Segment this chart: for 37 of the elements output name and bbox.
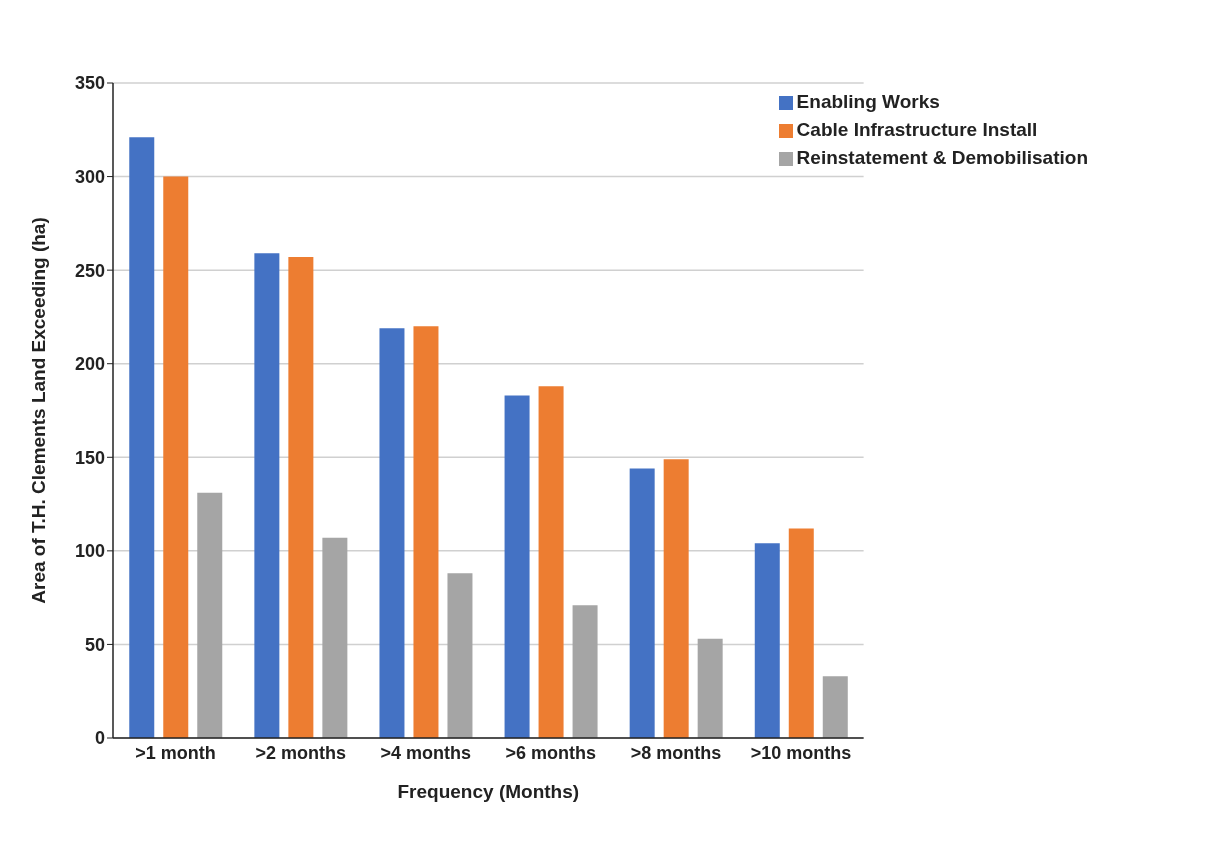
y-tick-label: 0 [94, 728, 105, 749]
x-tick-label: >1 month [135, 742, 216, 763]
bar [447, 573, 473, 738]
y-tick-label: 50 [84, 634, 105, 655]
legend-label: Cable Infrastructure Install [796, 119, 1038, 140]
bar [288, 257, 314, 738]
bar [697, 638, 723, 738]
x-tick-label: >2 months [255, 742, 346, 763]
bar [163, 176, 189, 738]
x-tick-label: >4 months [380, 742, 472, 763]
bar [254, 253, 280, 738]
x-tick-label: >8 months [630, 742, 722, 763]
bar [322, 537, 348, 738]
bar [629, 468, 655, 738]
y-tick-label: 250 [74, 260, 105, 281]
x-axis-title: Frequency (Months) [397, 781, 580, 802]
y-tick-label: 300 [74, 166, 105, 187]
bar [822, 676, 848, 738]
bar [197, 492, 223, 738]
bar [538, 386, 564, 738]
bar [379, 328, 405, 738]
y-tick-label: 100 [74, 541, 105, 562]
x-tick-label: >6 months [505, 742, 597, 763]
y-tick-label: 200 [74, 354, 105, 375]
y-tick-label: 150 [74, 447, 105, 468]
bar [129, 137, 155, 738]
legend-label: Enabling Works [796, 91, 940, 112]
bar [788, 528, 814, 738]
legend-label: Reinstatement & Demobilisation [796, 147, 1088, 168]
y-tick-label: 350 [74, 73, 105, 94]
x-tick-label: >10 months [750, 742, 852, 763]
bar [572, 605, 598, 738]
bar [754, 543, 780, 738]
bar [504, 395, 530, 738]
bar [413, 326, 439, 738]
y-axis-title: Area of T.H. Clements Land Exceeding (ha) [27, 217, 49, 604]
bar [663, 459, 689, 738]
